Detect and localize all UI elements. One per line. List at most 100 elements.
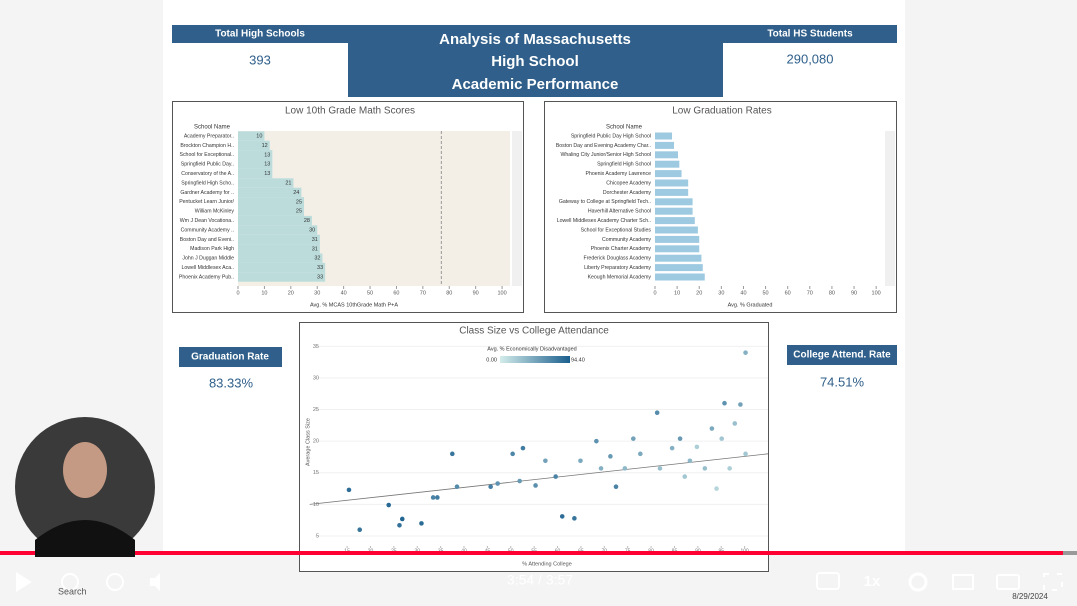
category-label: Madison Park High xyxy=(190,246,234,252)
speed-button[interactable]: 1x xyxy=(864,573,881,590)
scrollbar[interactable] xyxy=(885,131,895,286)
category-label: Whaling City Junior/Senior High School xyxy=(560,152,651,158)
kpi-header xyxy=(172,25,348,43)
point xyxy=(346,487,352,493)
taskbar-search[interactable]: Search xyxy=(58,586,87,596)
category-label: Community Academy xyxy=(602,237,651,243)
settings-button[interactable] xyxy=(908,572,928,592)
bar xyxy=(655,170,682,178)
forward-button[interactable] xyxy=(106,573,124,591)
category-label: Haverhill Alternative School xyxy=(588,209,651,215)
category-label: Academy Preparator.. xyxy=(184,133,234,139)
miniplayer-button[interactable] xyxy=(952,574,974,590)
bar xyxy=(655,254,702,262)
x-tick-label: 90 xyxy=(851,290,857,296)
point xyxy=(450,451,455,457)
point xyxy=(454,484,460,490)
title: Analysis of Massachusetts xyxy=(439,31,631,48)
data-label: 24 xyxy=(293,190,299,196)
point xyxy=(430,495,436,500)
kpi-value: 393 xyxy=(249,52,271,67)
x-tick-label: 50 xyxy=(367,290,373,296)
x-tick-label: 20 xyxy=(696,290,702,296)
data-label: 33 xyxy=(317,274,323,280)
y-tick-label: 10 xyxy=(313,502,319,508)
point xyxy=(495,481,500,486)
point xyxy=(419,521,424,526)
category-label: John J Duggan Middle xyxy=(182,256,234,262)
x-tick-label: 50 xyxy=(763,290,769,296)
theater-button[interactable] xyxy=(996,574,1020,590)
bar xyxy=(238,253,323,263)
point xyxy=(732,421,738,426)
data-label: 32 xyxy=(314,256,320,262)
axis-label: % Attending College xyxy=(522,561,572,567)
column-header: School Name xyxy=(194,125,231,131)
category-label: Liberty Preparatory Academy xyxy=(584,265,651,271)
x-tick-label: 100 xyxy=(497,290,506,296)
webcam-body xyxy=(35,520,135,557)
category-label: Conservatory of the A.. xyxy=(181,171,234,177)
x-tick-label: 90 xyxy=(473,290,479,296)
category-label: Dorchester Academy xyxy=(603,190,652,196)
time-display: 3:54 / 3:57 xyxy=(507,572,573,588)
title-box xyxy=(348,25,723,97)
data-label: 13 xyxy=(264,162,270,168)
x-tick-label: 80 xyxy=(446,290,452,296)
point xyxy=(719,436,724,441)
chart-title: Low 10th Grade Math Scores xyxy=(285,106,415,117)
bar xyxy=(655,245,700,253)
axis-label: Avg. % Graduated xyxy=(728,302,773,308)
category-label: Springfield High School xyxy=(597,162,651,168)
captions-button[interactable] xyxy=(816,572,840,590)
point xyxy=(520,445,526,451)
data-label: 12 xyxy=(262,143,268,149)
point xyxy=(533,483,538,488)
bar xyxy=(238,206,305,216)
kpi-label: Graduation Rate xyxy=(191,352,269,363)
fullscreen-button[interactable] xyxy=(1043,573,1063,591)
kpi-header xyxy=(179,347,282,367)
column-header: School Name xyxy=(606,125,643,131)
point xyxy=(714,486,719,491)
point xyxy=(702,466,708,471)
point xyxy=(622,466,628,471)
category-label: Phoenix Charter Academy xyxy=(591,246,652,252)
bar xyxy=(655,151,678,159)
category-label: Gardner Academy for .. xyxy=(180,190,234,196)
point xyxy=(386,502,392,508)
point xyxy=(694,444,700,450)
bar xyxy=(655,160,680,168)
point xyxy=(517,478,522,484)
bar xyxy=(655,264,703,272)
point xyxy=(722,400,727,406)
bar xyxy=(655,141,675,149)
x-tick-label: 80 xyxy=(829,290,835,296)
category-label: Lowell Middlesex Academy Charter Sch.. xyxy=(557,218,651,224)
x-tick-label: 10 xyxy=(674,290,680,296)
x-tick-label: 30 xyxy=(314,290,320,296)
scrollbar[interactable] xyxy=(512,131,522,286)
data-label: 31 xyxy=(312,237,318,243)
bar xyxy=(238,272,326,282)
rewind-button[interactable] xyxy=(61,573,79,591)
point xyxy=(677,436,683,441)
point xyxy=(435,495,440,500)
kpi-value: 83.33% xyxy=(209,375,254,390)
mute-button[interactable] xyxy=(150,573,160,591)
category-label: Pentucket Learn Junior/ xyxy=(179,199,234,205)
point xyxy=(743,350,748,355)
bar xyxy=(655,217,695,225)
bar xyxy=(238,140,270,151)
progress-played xyxy=(0,551,1063,555)
x-tick-label: 10 xyxy=(261,290,267,296)
play-button[interactable] xyxy=(16,572,32,592)
data-label: 25 xyxy=(296,209,302,215)
legend-label: 0.00 xyxy=(486,357,497,363)
y-tick-label: 30 xyxy=(313,375,319,381)
point xyxy=(738,402,743,407)
point xyxy=(399,516,405,522)
axis-label: Avg. % MCAS 10thGrade Math P+A xyxy=(310,302,398,308)
bar xyxy=(238,225,318,235)
kpi-value: 290,080 xyxy=(787,51,834,66)
